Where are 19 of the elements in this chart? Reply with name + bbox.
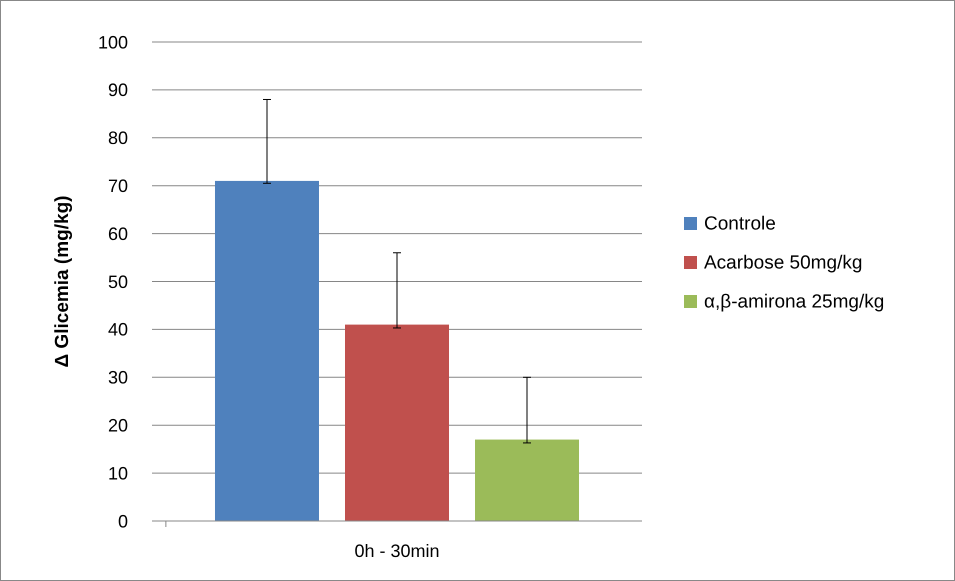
bar <box>344 324 450 521</box>
y-tick-label: 10 <box>108 463 128 484</box>
y-tick-label: 90 <box>108 80 128 100</box>
bar <box>475 440 580 521</box>
legend-label: Acarbose 50mg/kg <box>704 252 862 274</box>
x-tick-label: 0h - 30min <box>354 541 440 561</box>
y-tick-label: 70 <box>108 176 128 196</box>
y-tick-label: 30 <box>108 368 128 388</box>
y-tick-label: 0 <box>118 511 128 532</box>
legend-label: Controle <box>704 214 776 235</box>
y-tick-label: 40 <box>108 320 128 340</box>
y-tick-label: 80 <box>108 128 128 148</box>
legend-label: α,β-amirona 25mg/kg <box>704 292 884 313</box>
y-tick-label: 60 <box>108 224 128 244</box>
y-axis-title: Δ Glicemia (mg/kg) <box>52 195 73 368</box>
y-tick-label: 50 <box>108 272 128 292</box>
y-tick-label: 100 <box>98 32 128 52</box>
y-tick-label: 20 <box>108 416 128 436</box>
bar <box>214 180 319 521</box>
